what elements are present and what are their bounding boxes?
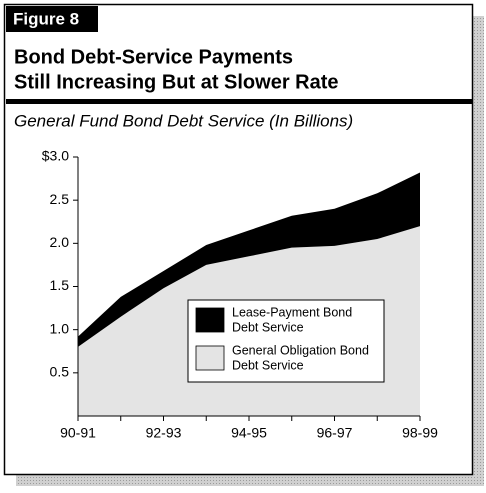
figure-label: Figure 8 [13, 9, 79, 28]
chart-title: Bond Debt-Service Payments [14, 46, 293, 68]
chart-title: Still Increasing But at Slower Rate [14, 71, 339, 93]
title-rule [6, 99, 472, 104]
legend-swatch [195, 307, 225, 333]
legend-label: Debt Service [232, 320, 304, 334]
chart-subtitle: General Fund Bond Debt Service (In Billi… [14, 111, 353, 130]
x-tick-label: 94-95 [231, 425, 267, 441]
y-tick-label: 0.5 [50, 364, 70, 380]
legend-label: General Obligation Bond [232, 343, 369, 357]
x-tick-label: 92-93 [146, 425, 182, 441]
y-tick-label: $3.0 [42, 148, 69, 164]
x-tick-label: 98-99 [402, 425, 438, 441]
y-tick-label: 1.5 [50, 277, 70, 293]
figure-tab [6, 6, 98, 32]
x-tick-label: 90-91 [60, 425, 96, 441]
y-tick-label: 1.0 [50, 320, 70, 336]
legend-swatch [195, 345, 225, 371]
area [78, 172, 420, 347]
y-tick-label: 2.5 [50, 191, 70, 207]
y-tick-label: 2.0 [50, 234, 70, 250]
x-tick-label: 96-97 [317, 425, 353, 441]
legend-label: Lease-Payment Bond [232, 305, 352, 319]
legend-label: Debt Service [232, 358, 304, 372]
